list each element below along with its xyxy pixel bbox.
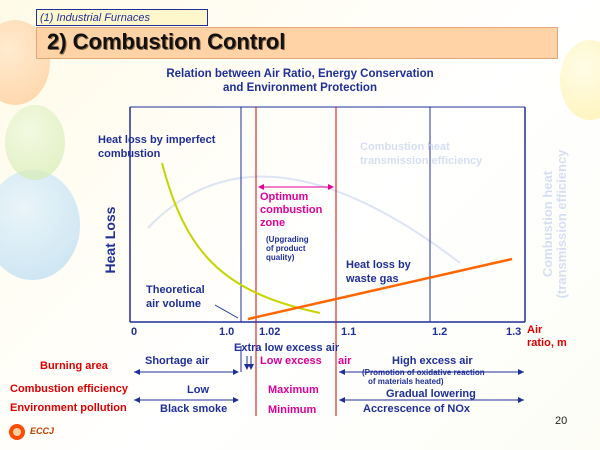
transmission-efficiency-label: Combustion heat transmission efficiency bbox=[360, 140, 482, 168]
upgrading-line-1: (Upgrading bbox=[266, 235, 309, 244]
x-axis-label-2: ratio, m bbox=[527, 337, 567, 349]
tick-1-3: 1.3 bbox=[506, 326, 522, 338]
right-axis-label: Combustion heat (transmission efficiency bbox=[540, 139, 569, 309]
subtitle-line-1: Relation between Air Ratio, Energy Conse… bbox=[166, 68, 434, 80]
waste-gas-line-1: Heat loss by bbox=[346, 259, 411, 271]
theoretical-air-label: Theoretical air volume bbox=[146, 283, 205, 311]
waste-gas-line bbox=[247, 257, 513, 321]
upgrading-line-3: quality) bbox=[266, 253, 295, 262]
transmission-efficiency-line-1: Combustion heat bbox=[360, 141, 450, 153]
low-excess-label: Low excess bbox=[260, 355, 322, 367]
imperfect-combustion-line-1: Heat loss by imperfect bbox=[98, 134, 216, 146]
efficiency-maximum: Maximum bbox=[268, 384, 319, 396]
balloon-decoration-blue bbox=[0, 170, 80, 280]
subtitle-line-2: and Environment Protection bbox=[223, 82, 377, 94]
transmission-efficiency-curve bbox=[147, 175, 461, 264]
slide-title: 2) Combustion Control bbox=[47, 29, 286, 54]
eccj-logo-text: ECCJ bbox=[30, 426, 55, 436]
imperfect-combustion-curve bbox=[161, 162, 321, 314]
section-label: (1) Industrial Furnaces bbox=[36, 9, 208, 26]
promotion-line-2: of materials heated) bbox=[368, 377, 444, 386]
optimum-zone-line-3: zone bbox=[260, 217, 286, 229]
extra-low-excess-label: Extra low excess air bbox=[234, 342, 340, 354]
page-number: 20 bbox=[555, 415, 568, 427]
imperfect-combustion-line-2: combustion bbox=[98, 148, 161, 160]
diagram-subtitle: Relation between Air Ratio, Energy Conse… bbox=[100, 67, 500, 95]
balloon-decoration-green bbox=[5, 105, 65, 180]
tick-0: 0 bbox=[131, 326, 138, 338]
tick-1-0: 1.0 bbox=[219, 326, 235, 338]
high-excess-label: High excess air bbox=[392, 355, 473, 367]
upgrading-label: (Upgrading of product quality) bbox=[266, 235, 309, 262]
low-excess-air-word: air bbox=[338, 355, 352, 367]
theoretical-pointer bbox=[214, 304, 239, 319]
pollution-black-smoke: Black smoke bbox=[160, 403, 228, 415]
optimum-zone-label: Optimum combustion zone bbox=[260, 191, 322, 230]
optimum-zone-line-2: combustion bbox=[260, 204, 323, 216]
shortage-air-label: Shortage air bbox=[145, 355, 210, 367]
y-axis-label: Heat Loss bbox=[102, 206, 118, 274]
promotion-note: (Promotion of oxidative reaction of mate… bbox=[362, 368, 485, 386]
x-axis-label: Air ratio, m bbox=[527, 324, 567, 350]
efficiency-gradual: Gradual lowering bbox=[386, 388, 476, 400]
pollution-minimum: Minimum bbox=[268, 404, 317, 416]
imperfect-combustion-label: Heat loss by imperfect combustion bbox=[98, 133, 215, 161]
waste-gas-label: Heat loss by waste gas bbox=[346, 258, 411, 286]
balloon-decoration-yellow bbox=[560, 40, 600, 120]
tick-1-2: 1.2 bbox=[432, 326, 448, 338]
row-label-burning: Burning area bbox=[40, 360, 108, 372]
right-axis-label-2: (transmission efficiency bbox=[554, 149, 569, 299]
optimum-zone-line-1: Optimum bbox=[260, 191, 309, 203]
row-label-efficiency: Combustion efficiency bbox=[10, 383, 128, 395]
tick-1-1: 1.1 bbox=[341, 326, 357, 338]
row-label-pollution: Environment pollution bbox=[10, 402, 127, 414]
promotion-line-1: (Promotion of oxidative reaction bbox=[362, 368, 485, 377]
transmission-efficiency-line-2: transmission efficiency bbox=[360, 155, 483, 167]
waste-gas-line-2: waste gas bbox=[346, 273, 399, 285]
theoretical-air-line-1: Theoretical bbox=[146, 284, 205, 296]
right-axis-label-1: Combustion heat bbox=[540, 170, 555, 278]
title-banner: 2) Combustion Control bbox=[36, 27, 558, 59]
efficiency-low: Low bbox=[187, 384, 209, 396]
theoretical-air-line-2: air volume bbox=[146, 298, 202, 310]
tick-1-02: 1.02 bbox=[259, 326, 281, 338]
x-axis-label-1: Air bbox=[527, 324, 543, 336]
pollution-nox: Accrescence of NOx bbox=[363, 403, 470, 415]
upgrading-line-2: of product bbox=[266, 244, 306, 253]
